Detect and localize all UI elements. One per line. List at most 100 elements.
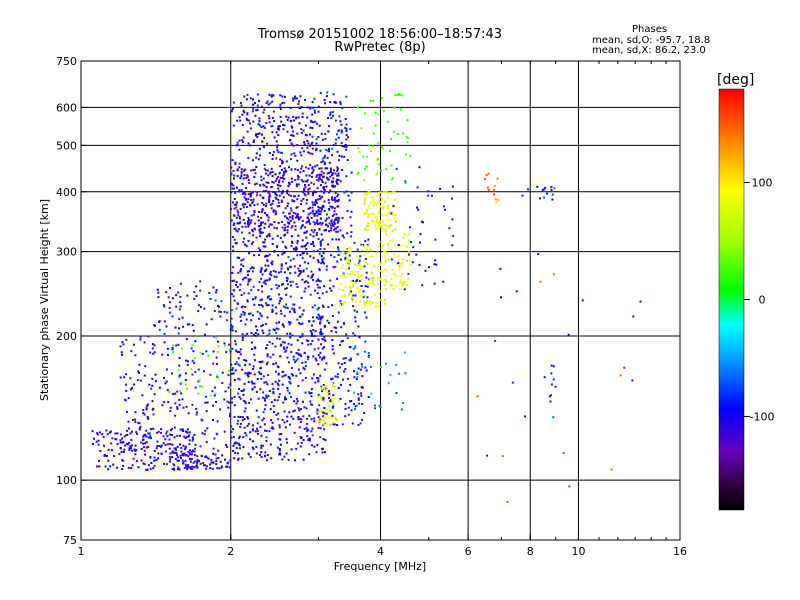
data-point <box>98 459 100 462</box>
data-point <box>260 133 263 136</box>
data-point <box>357 353 360 356</box>
data-point <box>331 345 334 347</box>
data-point <box>259 231 262 234</box>
data-point <box>299 323 302 326</box>
data-point <box>400 408 403 411</box>
data-point <box>292 99 295 102</box>
data-point <box>149 428 152 430</box>
data-point <box>231 326 234 329</box>
data-point <box>328 208 331 210</box>
data-point <box>272 387 275 390</box>
data-point <box>205 395 208 398</box>
data-point <box>141 439 144 442</box>
data-point <box>368 255 371 258</box>
data-point <box>185 359 188 362</box>
data-point <box>112 463 115 466</box>
data-point <box>419 233 422 236</box>
data-point <box>230 166 233 169</box>
data-point <box>387 258 390 261</box>
data-point <box>318 176 321 178</box>
data-point <box>286 415 289 418</box>
data-point <box>321 292 324 295</box>
data-point <box>165 432 168 435</box>
data-point <box>308 437 311 440</box>
data-point <box>237 363 240 366</box>
data-point <box>286 225 289 228</box>
data-point <box>304 180 307 183</box>
data-point <box>148 464 151 467</box>
data-point <box>260 175 263 178</box>
data-point <box>363 212 366 215</box>
data-point <box>277 412 280 415</box>
data-point <box>285 115 288 118</box>
data-point <box>407 278 410 280</box>
data-point <box>106 455 108 457</box>
data-point <box>228 466 231 469</box>
data-point <box>204 464 206 467</box>
data-point <box>247 142 250 145</box>
data-point <box>321 260 324 263</box>
data-point <box>420 220 423 223</box>
data-point <box>260 221 263 224</box>
data-point <box>242 446 245 449</box>
data-point <box>365 316 368 319</box>
data-point <box>331 348 334 351</box>
data-point <box>329 171 332 174</box>
data-point <box>247 198 250 201</box>
data-point <box>299 445 302 448</box>
data-point <box>500 296 502 299</box>
data-point <box>366 245 369 248</box>
data-point <box>224 458 226 461</box>
data-point <box>358 263 361 266</box>
data-point <box>145 435 148 438</box>
data-point <box>283 171 286 174</box>
data-point <box>345 130 348 132</box>
data-point <box>304 184 306 186</box>
data-point <box>257 416 260 419</box>
data-point <box>335 180 338 183</box>
data-point <box>173 464 176 467</box>
data-point <box>297 176 300 178</box>
data-point <box>144 365 147 368</box>
data-point <box>300 128 303 131</box>
data-point <box>233 227 236 230</box>
data-point <box>301 361 304 364</box>
data-point <box>321 411 324 414</box>
data-point <box>310 243 313 246</box>
data-point <box>515 290 518 293</box>
data-point <box>251 382 254 385</box>
data-point <box>268 298 271 301</box>
data-point <box>390 164 393 167</box>
data-point <box>179 295 182 298</box>
data-point <box>273 226 276 229</box>
data-point <box>129 445 132 448</box>
data-point <box>329 400 332 403</box>
data-point <box>372 204 375 207</box>
data-point <box>311 275 314 278</box>
data-point <box>551 193 554 196</box>
data-point <box>331 401 334 404</box>
data-point <box>381 220 384 223</box>
data-point <box>185 405 188 408</box>
data-point <box>284 287 287 290</box>
data-point <box>279 355 282 358</box>
data-point <box>281 226 284 229</box>
data-point <box>269 223 272 226</box>
data-point <box>366 225 369 227</box>
data-point <box>284 306 287 309</box>
data-point <box>377 245 380 248</box>
data-point <box>270 207 273 210</box>
data-point <box>332 111 335 113</box>
data-point <box>379 264 382 266</box>
data-point <box>328 390 331 393</box>
data-point <box>241 333 244 336</box>
data-point <box>393 244 396 247</box>
data-point <box>289 106 292 109</box>
data-point <box>321 195 324 198</box>
data-point <box>184 459 187 462</box>
data-point <box>234 451 237 454</box>
data-point <box>288 222 290 225</box>
data-point <box>379 290 382 293</box>
data-point <box>378 196 381 199</box>
